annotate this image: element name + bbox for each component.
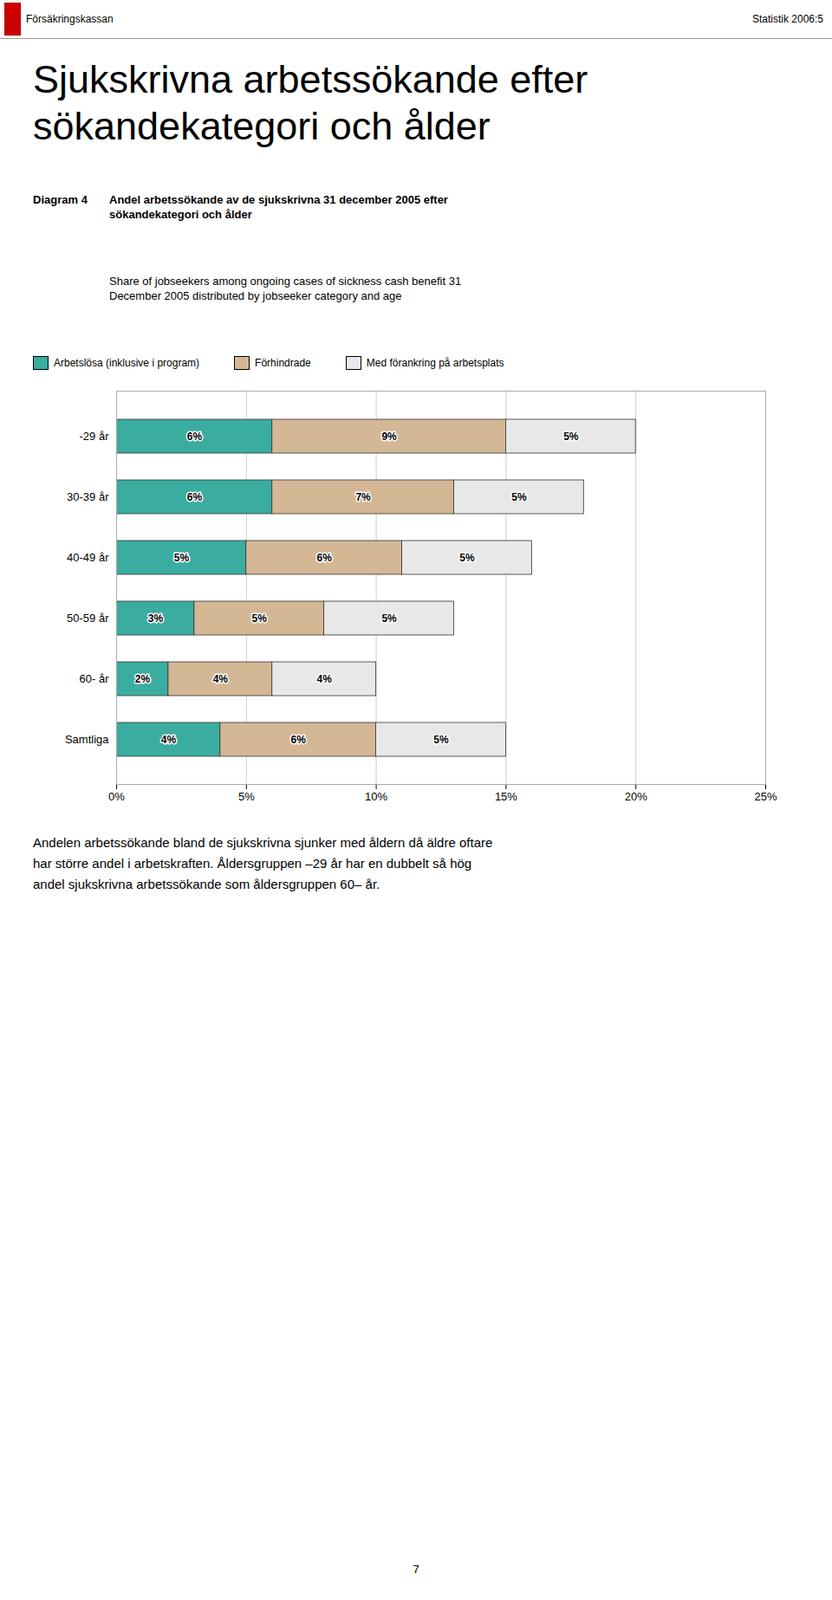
html-text:Diagram 4: Diagram 4	[32, 193, 88, 207]
svg-text:30-39 år: 30-39 år	[66, 490, 110, 504]
html-text:Försäkringskassan: Försäkringskassan	[26, 13, 114, 26]
svg-text:4%: 4%	[317, 672, 333, 685]
svg-text:15%: 15%	[494, 789, 518, 803]
svg-text:5%: 5%	[433, 733, 449, 746]
svg-text:60- år: 60- år	[79, 672, 111, 686]
svg-text:3%: 3%	[148, 611, 164, 624]
svg-text:6%: 6%	[291, 733, 307, 746]
html-text:Andelen arbetssökande bland de: Andelen arbetssökande bland de sjukskriv…	[32, 835, 493, 892]
svg-text:6%: 6%	[187, 429, 203, 442]
svg-text:7%: 7%	[355, 490, 371, 503]
html-text:Statistik 2006:5: Statistik 2006:5	[752, 13, 824, 26]
html-text:Sjukskrivna arbetssökande efte: Sjukskrivna arbetssökande efter sökandek…	[32, 57, 588, 149]
svg-text:4%: 4%	[213, 672, 229, 685]
svg-text:Samtliga: Samtliga	[65, 733, 110, 747]
svg-text:6%: 6%	[317, 551, 333, 564]
svg-text:5%: 5%	[459, 551, 475, 564]
html-text:Förhindrade: Förhindrade	[254, 356, 311, 369]
svg-text:5%: 5%	[174, 551, 190, 564]
svg-text:6%: 6%	[187, 490, 203, 503]
svg-text:10%: 10%	[364, 789, 388, 803]
svg-text:5%: 5%	[381, 611, 397, 624]
svg-text:20%: 20%	[624, 789, 648, 803]
svg-text:5%: 5%	[252, 611, 268, 624]
svg-text:40-49 år: 40-49 år	[66, 551, 110, 565]
svg-text:0%: 0%	[108, 789, 125, 803]
svg-text:5%: 5%	[563, 429, 579, 442]
html-text:Share of jobseekers among ongo: Share of jobseekers among ongoing cases …	[109, 274, 462, 303]
svg-text:2%: 2%	[135, 672, 151, 685]
html-text:Andel arbetssökande av de sjuk: Andel arbetssökande av de sjukskrivna 31…	[109, 193, 448, 221]
html-text:Med förankring på arbetsplats: Med förankring på arbetsplats	[366, 356, 504, 369]
html-text:7: 7	[412, 1563, 420, 1577]
svg-text:4%: 4%	[161, 733, 177, 746]
html-text:Arbetslösa (inklusive i progra: Arbetslösa (inklusive i program)	[53, 356, 200, 369]
svg-text:5%: 5%	[511, 490, 527, 503]
svg-text:25%: 25%	[754, 789, 777, 803]
svg-text:5%: 5%	[238, 789, 255, 803]
svg-text:9%: 9%	[381, 429, 397, 442]
svg-text:-29 år: -29 år	[79, 429, 111, 443]
svg-text:50-59 år: 50-59 år	[66, 611, 110, 625]
